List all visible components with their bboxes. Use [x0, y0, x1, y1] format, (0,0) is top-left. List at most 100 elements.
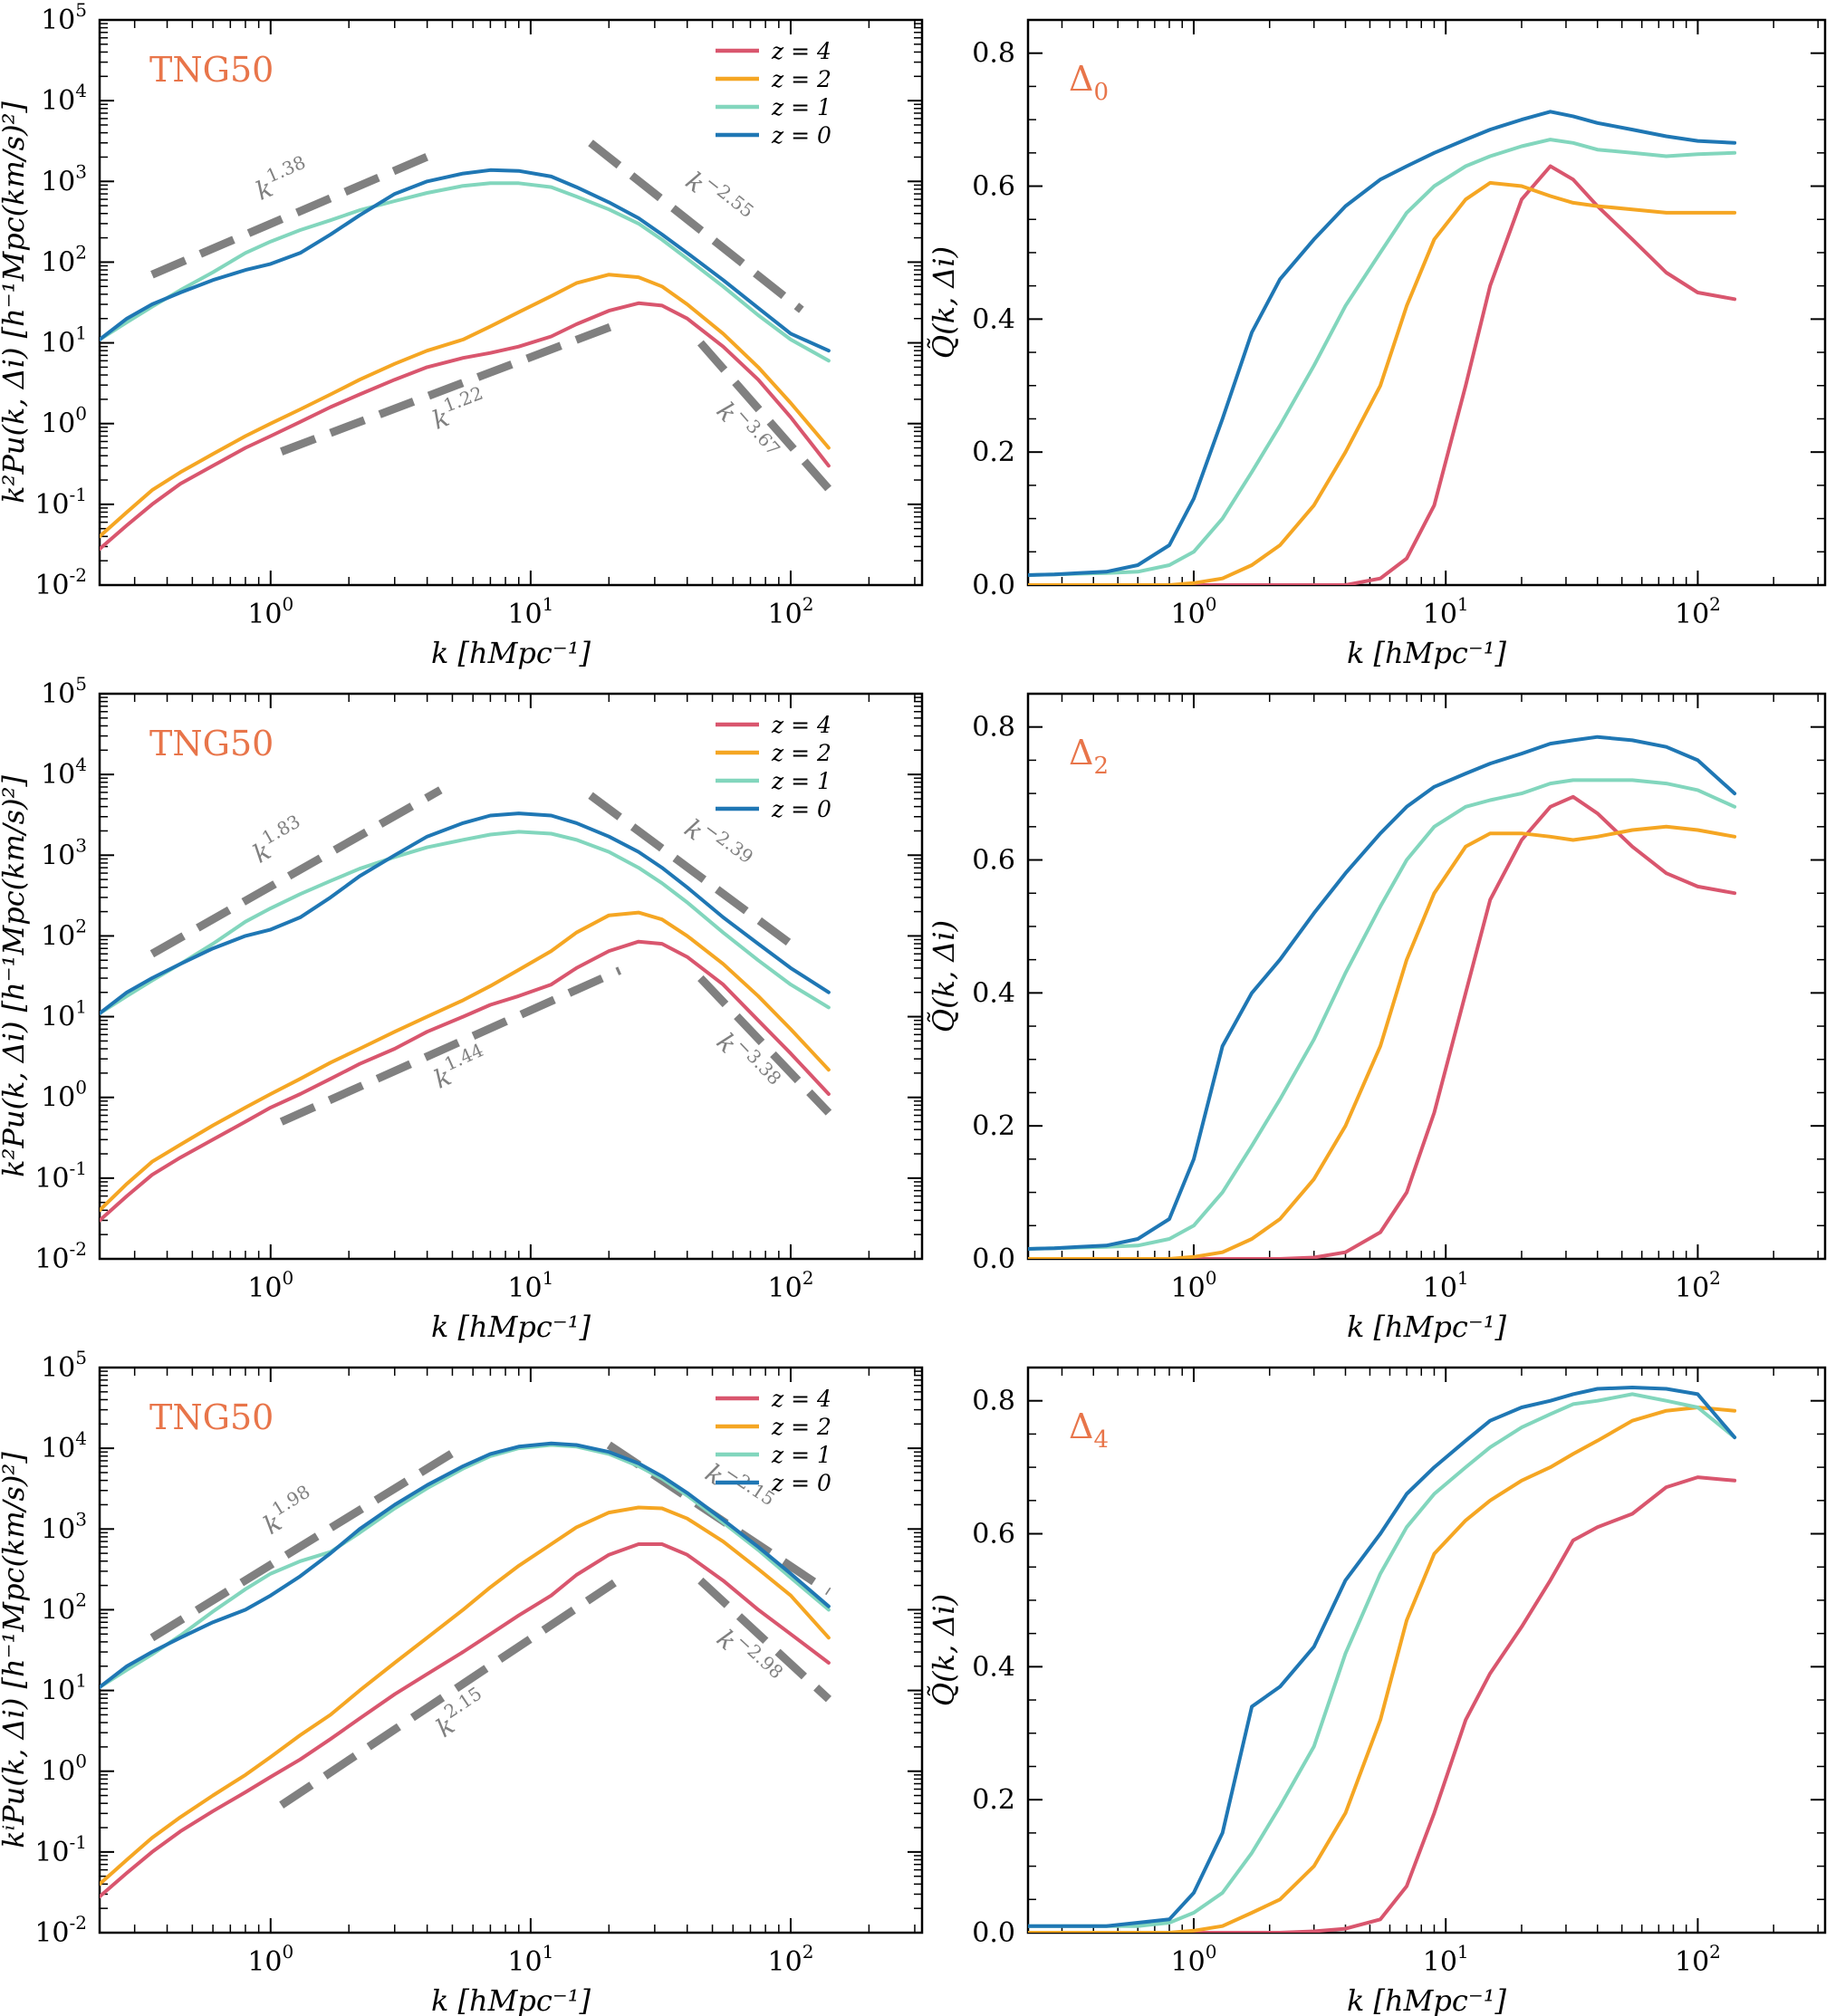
x-tick-label: 100: [1171, 1267, 1217, 1304]
y-tick-label: 0.0: [972, 1243, 1015, 1275]
panel-tag: TNG50: [149, 1397, 274, 1437]
y-tick-label: 100: [41, 1077, 87, 1114]
y-tick-label: 0.2: [972, 1110, 1015, 1142]
x-tick-label: 102: [1675, 1941, 1721, 1978]
series-line-z2: [1028, 824, 1737, 1259]
power-law-guide: [280, 319, 621, 456]
x-axis-label: k [hMpc⁻¹]: [1347, 636, 1507, 670]
power-law-label: k1.98: [255, 1481, 321, 1541]
y-tick-label: 102: [41, 1589, 87, 1626]
x-tick-label: 102: [768, 1267, 814, 1304]
panel-q-delta2: 100 101 102 0.0 0.2 0.4 0.6 0.8 k [hMpc⁻¹] Q̃(k, …: [927, 692, 1827, 1344]
y-axis-label: Q̃(k, Δi): [927, 920, 961, 1032]
x-axis-label: k [hMpc⁻¹]: [1347, 1983, 1507, 2016]
y-axis-label: k²P̃u(k, Δi) [h⁻¹Mpc(km/s)²]: [0, 775, 31, 1177]
y-axis-label: kⁱP̃u(k, Δi) [h⁻¹Mpc(km/s)²]: [0, 1452, 31, 1848]
panel-tag: Δ2: [1069, 733, 1109, 780]
panel-q-delta4: 100 101 102 0.0 0.2 0.4 0.6 0.8 k [hMpc⁻¹] Q̃(k, …: [927, 1366, 1827, 2016]
legend-entry: z = 2: [771, 1414, 831, 1440]
legend: z = 4z = 2z = 1z = 0: [716, 712, 831, 822]
series-line-z1: [100, 1443, 831, 1689]
power-law-guide: [697, 974, 832, 1116]
series-line-z0: [1028, 110, 1737, 577]
y-tick-label: 102: [41, 241, 87, 278]
y-tick-label: 0.2: [972, 437, 1015, 468]
y-tick-label: 105: [41, 1347, 87, 1384]
y-tick-label: 0.0: [972, 570, 1015, 601]
axis-frame: [1026, 1366, 1827, 1934]
series-line-z4: [1028, 794, 1737, 1259]
x-tick-label: 101: [1423, 1941, 1469, 1978]
x-axis-label: k [hMpc⁻¹]: [431, 1983, 591, 2016]
power-law-guide: [149, 786, 443, 958]
series-line-z2: [1028, 1406, 1737, 1933]
axis-frame: [98, 18, 924, 587]
panel-tag: TNG50: [149, 724, 274, 763]
y-tick-label: 104: [41, 80, 87, 117]
series-line-z2: [100, 910, 831, 1213]
x-axis-label: k [hMpc⁻¹]: [1347, 1310, 1507, 1344]
x-tick-label: 100: [1171, 1941, 1217, 1978]
y-tick-label: 101: [41, 996, 87, 1033]
y-axis-label: Q̃(k, Δi): [927, 246, 961, 359]
y-tick-label: 104: [41, 754, 87, 791]
y-tick-label: 105: [41, 0, 87, 36]
series-line-z2: [1028, 180, 1737, 585]
x-tick-label: 101: [507, 1941, 553, 1978]
series-line-z1: [1028, 1392, 1737, 1928]
y-tick-label: 0.6: [972, 1519, 1015, 1550]
y-tick-label: 103: [41, 834, 87, 871]
y-tick-label: 101: [41, 322, 87, 360]
y-tick-label: 0.8: [972, 38, 1015, 70]
panel-tag: Δ4: [1069, 1406, 1109, 1454]
x-tick-label: 102: [768, 1941, 814, 1978]
y-tick-label: 104: [41, 1427, 87, 1464]
plot-area: [100, 1441, 831, 1899]
series-line-z4: [100, 1542, 831, 1899]
y-tick-label: 0.8: [972, 1386, 1015, 1417]
power-law-guide: [279, 1579, 617, 1809]
x-tick-label: 100: [247, 1941, 293, 1978]
axis-frame: [1026, 18, 1827, 587]
legend-entry: z = 4: [771, 712, 831, 738]
series-line-z1: [100, 181, 831, 363]
series-line-z0: [1028, 734, 1737, 1251]
power-law-guide: [588, 139, 804, 313]
x-tick-label: 101: [507, 593, 553, 630]
x-tick-label: 100: [247, 593, 293, 630]
x-axis-label: k [hMpc⁻¹]: [431, 1310, 591, 1344]
power-law-label: k1.44: [427, 1039, 492, 1095]
legend-entry: z = 2: [771, 740, 831, 766]
legend-entry: z = 4: [771, 1386, 831, 1412]
y-tick-label: 10-1: [34, 1831, 87, 1868]
legend-entry: z = 4: [771, 38, 831, 64]
y-tick-label: 10-1: [34, 484, 87, 521]
series-line-z0: [100, 1441, 831, 1689]
series-line-z0: [100, 168, 831, 353]
x-tick-label: 102: [1675, 593, 1721, 630]
legend-entry: z = 0: [771, 796, 831, 822]
series-line-z0: [100, 811, 831, 1015]
panel-power-delta0: 100 101 102 10-2 10-1 100 101 102 103 104 105 k [hM…: [0, 0, 924, 670]
plot-area: [100, 139, 832, 552]
power-law-guide: [149, 1443, 466, 1642]
x-tick-label: 102: [768, 593, 814, 630]
legend-entry: z = 2: [771, 66, 831, 92]
power-law-label: k2.15: [428, 1683, 494, 1743]
series-line-z4: [1028, 1475, 1737, 1933]
power-law-guide: [697, 340, 832, 492]
x-tick-label: 100: [247, 1267, 293, 1304]
panel-power-delta4: 100 101 102 10-2 10-1 100 101 102 103 104 105 k [hM…: [0, 1347, 924, 2016]
axis-frame: [1026, 692, 1827, 1261]
panel-q-delta0: 100 101 102 0.0 0.2 0.4 0.6 0.8 k [hMpc⁻¹] Q̃(k, …: [927, 18, 1827, 670]
x-tick-label: 101: [1423, 593, 1469, 630]
y-tick-label: 105: [41, 673, 87, 710]
legend-entry: z = 0: [771, 1470, 831, 1496]
series-line-z2: [100, 1505, 831, 1886]
y-tick-label: 101: [41, 1670, 87, 1707]
series-line-z1: [1028, 138, 1737, 577]
y-axis-label: Q̃(k, Δi): [927, 1594, 961, 1706]
y-tick-label: 0.4: [972, 303, 1015, 335]
y-tick-label: 0.0: [972, 1917, 1015, 1949]
